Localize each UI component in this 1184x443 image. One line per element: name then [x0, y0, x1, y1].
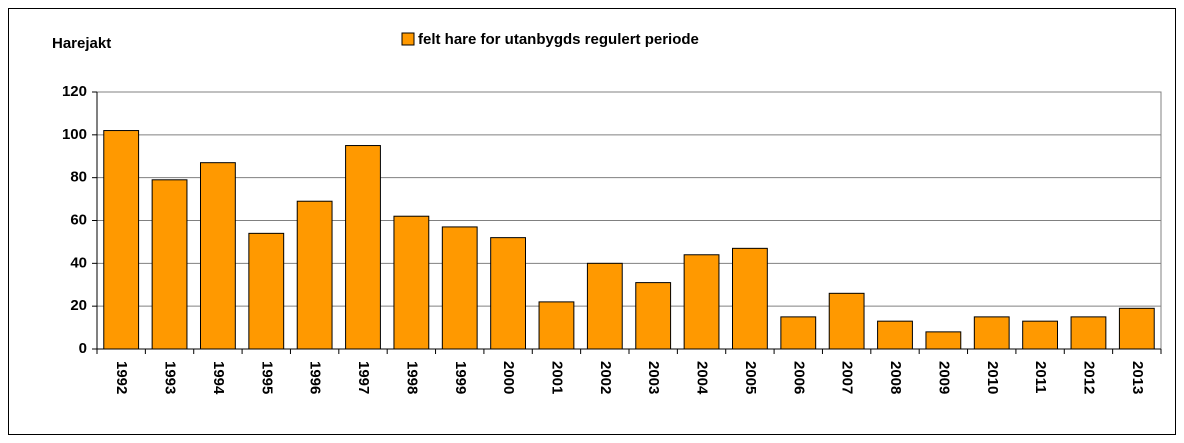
bar [248, 232, 285, 350]
x-tick-label: 1995 [258, 361, 275, 394]
y-tick-label: 80 [70, 169, 87, 186]
y-tick-label: 60 [70, 211, 87, 228]
bar [683, 254, 720, 350]
bar [635, 282, 672, 350]
bar [103, 130, 140, 350]
x-tick-label: 2002 [597, 361, 614, 394]
y-tick-label: 100 [62, 126, 87, 143]
x-tick-label: 2005 [742, 361, 759, 394]
chart-title: Harejakt [52, 35, 111, 52]
x-tick-label: 2000 [500, 361, 517, 394]
x-tick-label: 2003 [645, 361, 662, 394]
bar [731, 247, 768, 350]
bar [296, 200, 333, 350]
legend-label: felt hare for utanbygds regulert periode [418, 31, 699, 48]
bar [586, 262, 623, 350]
x-tick-label: 2006 [790, 361, 807, 394]
x-tick-label: 1994 [210, 361, 227, 395]
legend-swatch [401, 32, 415, 46]
bar [393, 215, 430, 350]
bar [1070, 316, 1107, 350]
x-tick-label: 2008 [887, 361, 904, 394]
x-tick-label: 1998 [403, 361, 420, 394]
y-tick-label: 40 [70, 254, 87, 271]
y-tick-label: 0 [79, 340, 87, 357]
x-tick-label: 2007 [839, 361, 856, 394]
bar [151, 179, 188, 350]
bar [441, 226, 478, 350]
bar [877, 320, 913, 350]
x-tick-label: 2012 [1080, 361, 1097, 394]
bar [1022, 320, 1059, 350]
bar [538, 301, 575, 350]
x-tick-label: 2010 [984, 361, 1001, 394]
y-tick-label: 20 [70, 297, 87, 314]
bar [828, 292, 865, 350]
bar [780, 316, 817, 350]
bar [345, 145, 381, 350]
bar [925, 331, 962, 350]
bar [490, 237, 527, 350]
y-tick-label: 120 [62, 83, 87, 100]
bar [973, 316, 1010, 350]
x-tick-label: 2009 [935, 361, 952, 394]
x-tick-label: 2011 [1032, 361, 1049, 394]
x-tick-label: 1993 [162, 361, 179, 394]
x-tick-label: 2001 [548, 361, 565, 394]
x-tick-label: 1992 [113, 361, 130, 394]
x-tick-label: 1999 [452, 361, 469, 394]
bar [1118, 307, 1155, 350]
x-tick-label: 1997 [355, 361, 372, 394]
x-tick-label: 2013 [1129, 361, 1146, 394]
bar [199, 162, 236, 350]
x-tick-label: 2004 [694, 361, 711, 395]
x-tick-label: 1996 [307, 361, 324, 394]
